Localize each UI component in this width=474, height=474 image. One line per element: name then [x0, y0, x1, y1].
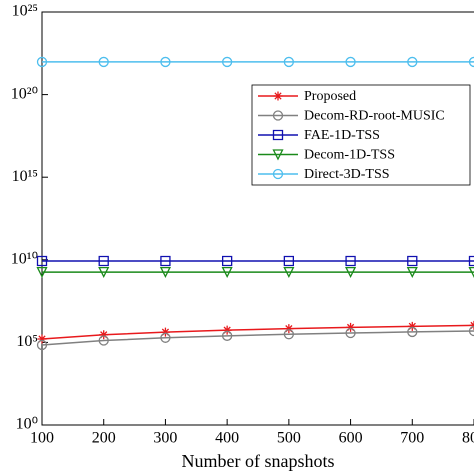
data-point — [468, 255, 474, 267]
y-tick-label: 10¹⁵ — [12, 168, 38, 185]
data-point — [98, 56, 109, 68]
series-line — [41, 324, 474, 340]
x-tick-label: 500 — [277, 430, 301, 447]
legend-label: Proposed — [304, 89, 356, 104]
legend-marker — [272, 168, 284, 180]
data-point — [37, 334, 47, 344]
legend-marker — [272, 129, 284, 141]
y-tick-label: 10⁵ — [16, 333, 38, 350]
data-point — [407, 255, 418, 267]
data-point — [406, 266, 418, 279]
legend-marker — [272, 110, 284, 121]
data-point — [99, 330, 109, 340]
data-point — [283, 56, 295, 68]
y-tick-label: 10¹⁰ — [11, 250, 38, 267]
data-point — [160, 255, 171, 267]
x-tick-label: 400 — [215, 430, 239, 447]
data-point — [407, 56, 418, 68]
x-tick-label: 700 — [400, 430, 424, 447]
legend-marker — [272, 149, 284, 161]
data-point — [36, 339, 48, 351]
data-point — [283, 255, 295, 267]
data-point — [284, 324, 294, 334]
data-point — [345, 266, 357, 279]
y-tick-label: 10²⁵ — [12, 3, 38, 20]
legend-marker — [273, 91, 283, 101]
legend-label: Decom-RD-root-MUSIC — [304, 109, 445, 124]
x-tick-label: 800 — [462, 430, 474, 447]
data-point — [159, 266, 171, 279]
series-line — [41, 330, 474, 346]
data-point — [345, 255, 356, 267]
data-point — [221, 266, 233, 279]
data-point — [283, 329, 295, 340]
data-point — [36, 266, 48, 279]
x-axis-label: Number of snapshots — [182, 451, 335, 471]
x-tick-label: 600 — [339, 430, 363, 447]
data-point — [221, 330, 233, 341]
legend-label: FAE-1D-TSS — [304, 128, 380, 143]
data-point — [221, 56, 233, 68]
data-point — [98, 335, 109, 346]
y-tick-label: 10⁰ — [16, 416, 38, 433]
data-point — [160, 327, 170, 337]
data-point — [36, 56, 48, 68]
data-point — [407, 326, 418, 338]
data-point — [345, 56, 356, 68]
data-point — [160, 56, 171, 68]
legend-label: Decom-1D-TSS — [304, 148, 395, 163]
data-point — [222, 325, 232, 335]
data-point — [346, 322, 356, 332]
data-point — [407, 321, 417, 331]
data-point — [468, 325, 474, 337]
x-tick-label: 300 — [153, 430, 177, 447]
data-point — [36, 255, 48, 267]
data-point — [468, 266, 474, 279]
plot-frame — [41, 11, 474, 426]
legend-label: Direct-3D-TSS — [304, 167, 390, 182]
data-point — [283, 266, 295, 279]
x-tick-label: 200 — [92, 430, 116, 447]
data-point — [345, 327, 356, 339]
data-point — [221, 255, 233, 267]
data-point — [98, 266, 110, 279]
data-point — [160, 332, 171, 343]
y-tick-label: 10²⁰ — [11, 85, 38, 102]
data-point — [98, 255, 109, 267]
data-point — [468, 56, 474, 68]
x-tick-label: 100 — [30, 430, 54, 447]
